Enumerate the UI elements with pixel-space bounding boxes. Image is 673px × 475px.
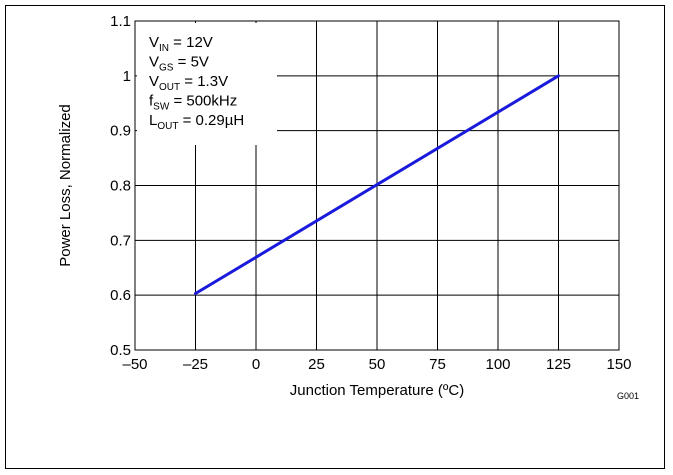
y-tick-label: 0.5	[110, 342, 131, 359]
x-tick-label: –50	[122, 356, 147, 373]
x-tick-label: 75	[429, 356, 446, 373]
y-axis-label: Power Loss, Normalized	[57, 104, 74, 267]
x-tick-label: 50	[369, 356, 386, 373]
x-tick-labels: –50 –25 0 25 50 75 100 125 150	[122, 356, 631, 373]
y-tick-label: 0.8	[110, 178, 131, 195]
figure-code: G001	[617, 391, 639, 401]
x-tick-label: 0	[252, 356, 260, 373]
y-tick-label: 0.9	[110, 123, 131, 140]
series-group	[194, 74, 560, 296]
annotation-text: fSW = 500kHz	[149, 93, 237, 113]
y-tick-label: 0.6	[110, 287, 131, 304]
annotation-text: VIN = 12V	[149, 34, 213, 54]
chart-frame	[5, 5, 665, 469]
annotation-text: LOUT = 0.29µH	[149, 112, 244, 132]
x-tick-label: 25	[308, 356, 325, 373]
y-tick-labels: 0.5 0.6 0.7 0.8 0.9 1 1.1	[110, 13, 131, 359]
x-axis-label: Junction Temperature (ºC)	[290, 382, 464, 399]
x-tick-label: 100	[485, 356, 510, 373]
annotation-text: VGS = 5V	[149, 54, 209, 74]
y-tick-label: 1	[123, 68, 131, 85]
x-tick-label: 150	[606, 356, 631, 373]
y-tick-label: 0.7	[110, 232, 131, 249]
x-tick-label: –25	[183, 356, 208, 373]
annotation-box	[137, 23, 277, 145]
series-line	[194, 74, 560, 296]
plot-area-border	[134, 20, 620, 351]
x-tick-label: 125	[546, 356, 571, 373]
annotation-text: VOUT = 1.3V	[149, 73, 228, 93]
y-tick-label: 1.1	[110, 13, 131, 30]
